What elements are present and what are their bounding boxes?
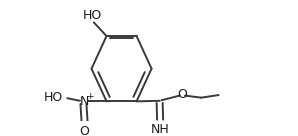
Text: N: N [80, 95, 89, 108]
Text: NH: NH [151, 123, 170, 136]
Text: HO: HO [44, 91, 63, 104]
Text: HO: HO [83, 9, 102, 22]
Text: O: O [80, 125, 89, 136]
Text: O: O [177, 88, 187, 101]
Text: +: + [86, 92, 94, 101]
